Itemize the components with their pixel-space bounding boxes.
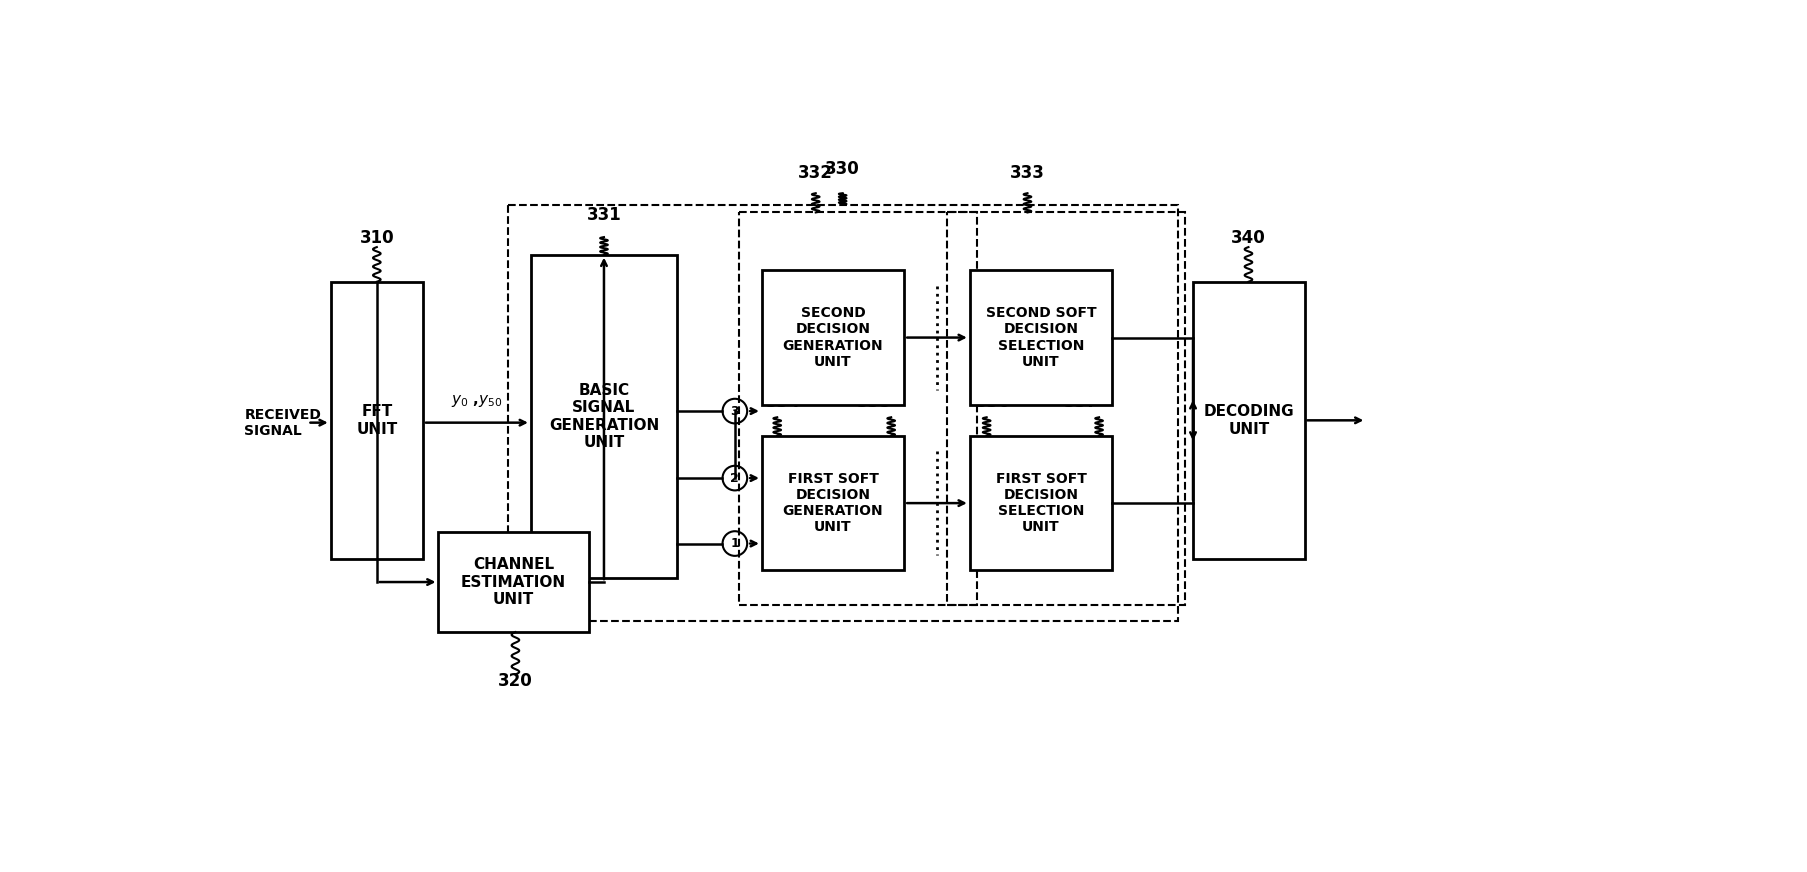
Text: 330: 330 [824, 160, 860, 178]
Text: 331: 331 [585, 206, 622, 224]
Text: BASIC
SIGNAL
GENERATION
UNIT: BASIC SIGNAL GENERATION UNIT [549, 383, 660, 450]
Text: 333: 333 [1010, 164, 1044, 181]
Text: CHANNEL
ESTIMATION
UNIT: CHANNEL ESTIMATION UNIT [461, 557, 566, 607]
Bar [947, 213, 1185, 605]
Text: FIRST SOFT
DECISION
GENERATION
UNIT: FIRST SOFT DECISION GENERATION UNIT [782, 472, 884, 535]
Text: DECODING
UNIT: DECODING UNIT [1203, 404, 1294, 437]
Text: 340: 340 [1231, 229, 1265, 247]
Bar [531, 255, 678, 578]
Text: FFT
UNIT: FFT UNIT [356, 404, 398, 437]
Bar [969, 436, 1111, 570]
Text: 332: 332 [799, 164, 833, 181]
Text: 2: 2 [730, 472, 739, 485]
Text: $\tilde{h}_0,\tilde{h}_{50}$: $\tilde{h}_0,\tilde{h}_{50}$ [593, 548, 641, 570]
Bar [969, 270, 1111, 405]
Text: $y_0$ ,$y_{50}$: $y_0$ ,$y_{50}$ [450, 392, 502, 409]
Bar [739, 213, 978, 605]
Bar [508, 205, 1176, 621]
Text: 3: 3 [730, 405, 739, 418]
Text: 320: 320 [497, 671, 533, 690]
Text: SECOND
DECISION
GENERATION
UNIT: SECOND DECISION GENERATION UNIT [782, 306, 884, 369]
Text: RECEIVED
SIGNAL: RECEIVED SIGNAL [244, 407, 322, 438]
Text: 337: 337 [1064, 393, 1099, 411]
Bar [331, 282, 423, 559]
Bar [761, 436, 904, 570]
Text: 310: 310 [360, 229, 394, 247]
Text: 1: 1 [730, 537, 739, 550]
Text: 336: 336 [976, 393, 1010, 411]
Bar [1193, 282, 1305, 559]
Bar [437, 532, 589, 632]
Text: 334: 334 [764, 393, 801, 411]
Bar [761, 270, 904, 405]
Text: 335: 335 [857, 393, 891, 411]
Text: FIRST SOFT
DECISION
SELECTION
UNIT: FIRST SOFT DECISION SELECTION UNIT [996, 472, 1086, 535]
Text: SECOND SOFT
DECISION
SELECTION
UNIT: SECOND SOFT DECISION SELECTION UNIT [985, 306, 1095, 369]
